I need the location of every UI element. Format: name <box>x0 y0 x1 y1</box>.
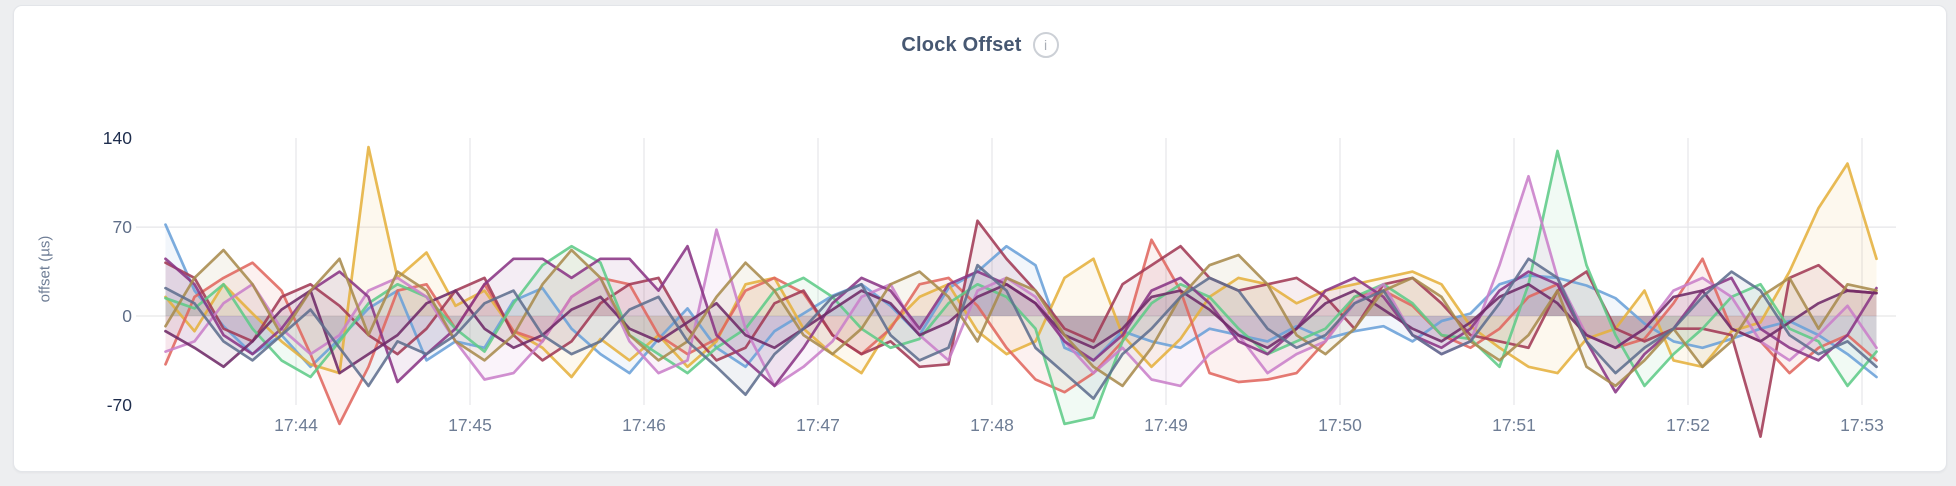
line-series-5 <box>164 149 1878 426</box>
chart-plot-area[interactable]: 140 70 0 -70 17:44 17:45 17:46 17:47 17:48 17:49 1… <box>14 6 1948 473</box>
x-tick-label: 17:48 <box>970 415 1014 435</box>
area-series-4 <box>165 220 1877 437</box>
line-series-9 <box>164 248 1878 388</box>
area-series-2 <box>165 147 1877 377</box>
x-tick-label: 17:53 <box>1840 415 1884 435</box>
y-gridlines <box>136 226 1896 317</box>
x-tick-label: 17:47 <box>796 415 840 435</box>
x-tick-label: 17:52 <box>1666 415 1710 435</box>
series-areas <box>165 147 1877 437</box>
x-tick-label: 17:45 <box>448 415 492 435</box>
area-series-1 <box>165 224 1877 377</box>
y-tick-label: 140 <box>103 128 132 148</box>
y-tick-label: 0 <box>122 306 132 326</box>
chart-header: Clock Offset i <box>14 32 1946 58</box>
x-tick-label: 17:51 <box>1492 415 1536 435</box>
line-series-1 <box>164 223 1878 379</box>
chart-title: Clock Offset <box>901 33 1022 56</box>
line-series-8 <box>164 282 1878 375</box>
line-series-4 <box>164 219 1878 438</box>
y-tick-label: -70 <box>107 395 133 415</box>
series-lines <box>164 145 1878 438</box>
x-tick-label: 17:46 <box>622 415 666 435</box>
info-icon-glyph: i <box>1044 37 1048 53</box>
y-tick-label: 70 <box>113 217 133 237</box>
clock-offset-card: Clock Offset i 140 70 0 -70 17:44 17:45 17:46 1… <box>13 5 1947 472</box>
x-tick-labels: 17:44 17:45 17:46 17:47 17:48 17:49 17:50 17:51… <box>274 415 1884 435</box>
area-series-6 <box>165 176 1877 386</box>
info-icon[interactable]: i <box>1032 32 1059 58</box>
line-series-10 <box>164 257 1878 400</box>
y-tick-labels: 140 70 0 -70 <box>103 128 132 415</box>
x-tick-label: 17:50 <box>1318 415 1362 435</box>
x-tick-label: 17:44 <box>274 415 318 435</box>
area-series-3 <box>165 239 1877 424</box>
area-series-8 <box>165 284 1877 374</box>
x-tick-label: 17:49 <box>1144 415 1188 435</box>
y-axis-title: offset (µs) <box>36 235 54 303</box>
